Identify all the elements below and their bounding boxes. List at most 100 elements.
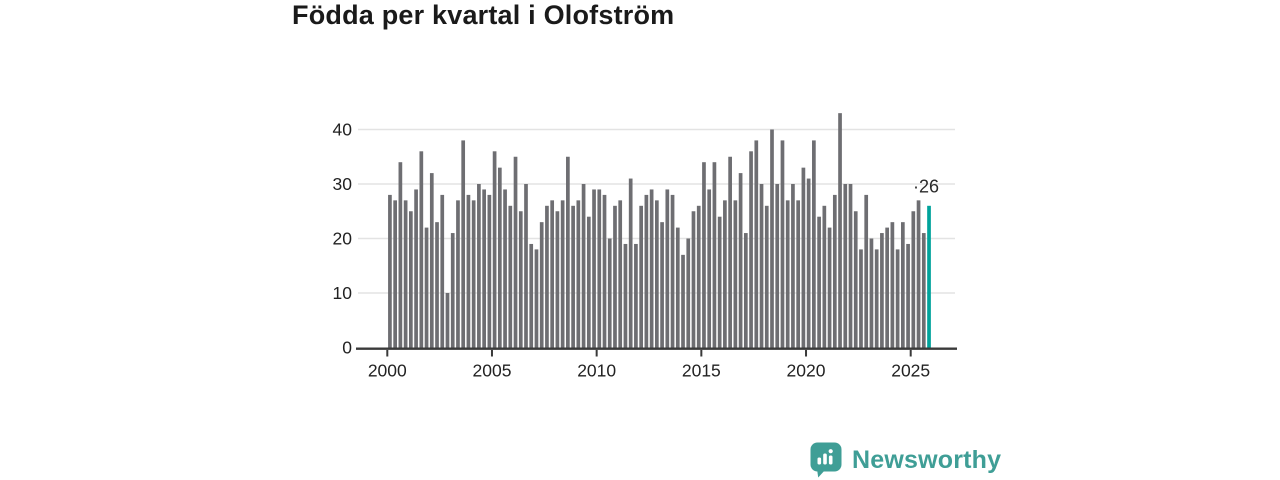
bar-2007-Q3 [545, 205, 549, 348]
bar-2012-Q3 [649, 189, 654, 348]
bar-2007-Q2 [539, 222, 544, 348]
bar-2013-Q3 [670, 194, 675, 348]
bar-2000-Q4 [403, 200, 408, 348]
bar-2017-Q2 [749, 151, 753, 348]
bar-2008-Q4 [571, 205, 575, 348]
bar-2011-Q3 [628, 178, 633, 348]
x-tick-label-2020: 2020 [787, 361, 826, 381]
x-tick-label-2005: 2005 [473, 361, 512, 381]
bars [388, 113, 931, 348]
bar-2013-Q4 [675, 227, 680, 348]
x-tick-label-2025: 2025 [891, 361, 930, 381]
bar-2001-Q2 [414, 189, 418, 348]
bar-2022-Q1 [848, 184, 853, 348]
x-tick-label-2000: 2000 [368, 361, 407, 381]
y-tick-label-10: 10 [333, 283, 353, 303]
bar-2002-Q3 [440, 194, 445, 348]
bar-2004-Q3 [482, 189, 486, 348]
y-tick-label-0: 0 [342, 338, 352, 358]
bar-2008-Q3 [566, 156, 570, 348]
bar-2025-Q1 [911, 211, 916, 348]
bar-2003-Q3 [461, 140, 466, 348]
bar-2011-Q4 [634, 243, 638, 348]
bar-2024-Q4 [906, 243, 910, 348]
bar-2010-Q2 [602, 194, 607, 348]
x-tick-label-2015: 2015 [682, 361, 721, 381]
bar-2000-Q3 [398, 162, 403, 348]
bar-2006-Q4 [529, 243, 534, 348]
chart-title: Födda per kvartal i Olofström [292, 0, 675, 30]
bar-2015-Q1 [702, 162, 706, 348]
bar-2019-Q3 [796, 200, 801, 348]
bar-2007-Q4 [550, 200, 555, 348]
bar-2018-Q4 [780, 140, 785, 348]
bar-2004-Q2 [477, 184, 481, 348]
bar-2012-Q1 [639, 205, 643, 348]
bar-2017-Q1 [743, 233, 748, 348]
bar-2009-Q2 [581, 184, 586, 348]
bar-2016-Q4 [738, 173, 743, 348]
bar-2020-Q3 [817, 216, 821, 348]
y-tick-label-20: 20 [333, 229, 353, 249]
x-tick-label-2010: 2010 [577, 361, 616, 381]
bar-2018-Q3 [775, 184, 780, 348]
bar-2014-Q4 [696, 205, 701, 348]
bar-2010-Q4 [613, 205, 617, 348]
bar-2002-Q4 [445, 293, 450, 348]
bar-2016-Q2 [728, 156, 732, 348]
bar-2020-Q1 [806, 178, 811, 348]
bar-2019-Q1 [785, 200, 790, 348]
bar-2012-Q4 [655, 200, 659, 348]
bar-2021-Q3 [838, 113, 842, 348]
newsworthy-logo[interactable]: Newsworthy [810, 442, 1001, 478]
bar-2001-Q3 [419, 151, 424, 348]
bar-2016-Q1 [723, 200, 727, 348]
bar-2005-Q2 [497, 167, 502, 348]
y-tick-label-30: 30 [333, 174, 353, 194]
y-tick-label-40: 40 [333, 120, 353, 140]
bar-2014-Q1 [681, 254, 685, 348]
bar-2020-Q4 [822, 205, 827, 348]
bar-2023-Q4 [885, 227, 889, 348]
bar-2006-Q3 [524, 184, 528, 348]
bar-2019-Q2 [791, 184, 795, 348]
bar-2005-Q4 [508, 205, 513, 348]
bar-2017-Q4 [759, 184, 764, 348]
bar-2005-Q1 [492, 151, 497, 348]
bar-2002-Q1 [429, 173, 434, 348]
brand-name: Newsworthy [852, 445, 1002, 474]
bar-2000-Q2 [393, 200, 397, 348]
bar-2012-Q2 [644, 194, 649, 348]
bar-2011-Q2 [623, 243, 628, 348]
bar-2008-Q1 [555, 211, 560, 348]
bar-2010-Q1 [597, 189, 602, 348]
bar-2021-Q2 [832, 194, 837, 348]
bar-2016-Q3 [733, 200, 738, 348]
bar-2006-Q2 [518, 211, 523, 348]
bar-2010-Q3 [607, 238, 612, 348]
bar-2022-Q3 [859, 249, 863, 348]
bar-2014-Q2 [686, 238, 691, 348]
bar-2019-Q4 [801, 167, 806, 348]
bar-2024-Q2 [895, 249, 900, 348]
bar-2004-Q4 [487, 194, 492, 348]
bar-2023-Q2 [874, 249, 879, 348]
bar-2005-Q3 [503, 189, 507, 348]
bar-2015-Q4 [717, 216, 722, 348]
x-axis: 2000 2005 2010 2015 2020 2025 [356, 347, 957, 381]
bar-2025-Q2 [916, 200, 921, 348]
bar-2024-Q3 [901, 222, 905, 348]
newsworthy-bubble-chart-icon [810, 442, 842, 478]
bar-2022-Q4 [864, 194, 869, 348]
bar-2003-Q1 [450, 233, 455, 348]
bar-2006-Q1 [513, 156, 518, 348]
bar-2023-Q3 [880, 233, 884, 348]
bar-2021-Q1 [827, 227, 832, 348]
bar-2022-Q2 [853, 211, 858, 348]
bar-2013-Q2 [665, 189, 670, 348]
bar-2001-Q4 [424, 227, 429, 348]
bar-2008-Q2 [560, 200, 565, 348]
bar-2011-Q1 [618, 200, 623, 348]
